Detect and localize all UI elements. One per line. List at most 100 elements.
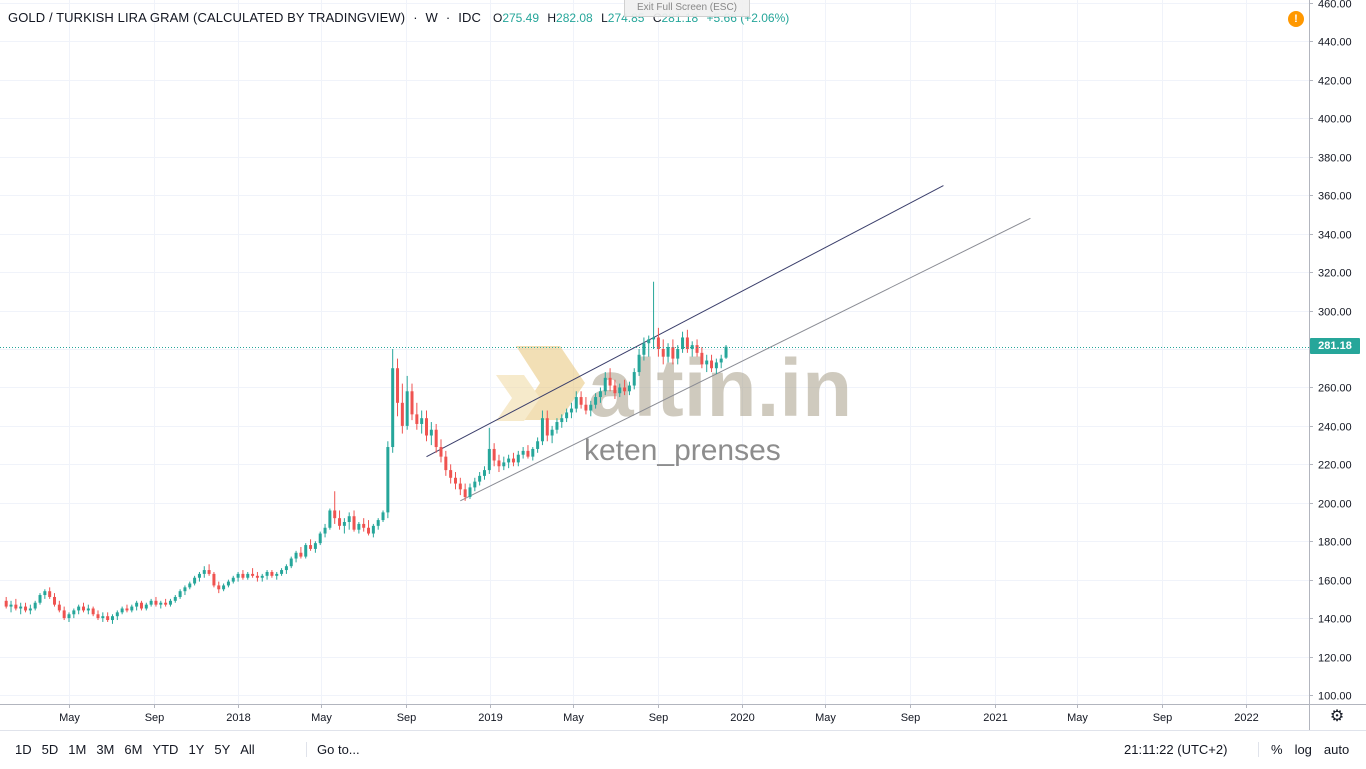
warning-icon[interactable]: ! — [1288, 11, 1304, 27]
range-all-button[interactable]: All — [240, 742, 255, 757]
x-tick-label: Sep — [397, 712, 417, 724]
trendlines[interactable] — [426, 185, 1031, 502]
candle-up — [289, 558, 293, 567]
open-value: 275.49 — [502, 11, 540, 25]
candle-up — [589, 404, 593, 411]
candle-up — [371, 525, 375, 534]
candle-down — [251, 573, 255, 576]
range-ytd-button[interactable]: YTD — [152, 742, 179, 757]
range-5d-button[interactable]: 5D — [41, 742, 59, 757]
candle-up — [690, 345, 694, 349]
candle-down — [309, 545, 313, 549]
candle-up — [478, 475, 482, 482]
price-chart[interactable]: altin.in 100.00 120.00 140.00 160.00 180.00 2… — [0, 0, 1366, 730]
candle-down — [695, 345, 699, 353]
candle-down — [608, 377, 612, 386]
range-1y-button[interactable]: 1Y — [188, 742, 205, 757]
candle-up — [705, 360, 709, 365]
range-3m-button[interactable]: 3M — [96, 742, 115, 757]
candle-up — [516, 454, 520, 463]
candle-down — [710, 360, 714, 369]
candle-down — [362, 523, 366, 528]
candle-up — [265, 571, 269, 576]
watermark-username: keten_prenses — [584, 434, 781, 467]
candle-up — [560, 418, 564, 423]
gear-icon[interactable]: ⚙ — [1329, 708, 1345, 725]
candle-up — [159, 602, 163, 605]
range-6m-button[interactable]: 6M — [124, 742, 143, 757]
candle-down — [91, 608, 95, 615]
candle-up — [236, 573, 240, 578]
candle-down — [81, 606, 85, 611]
candle-down — [545, 418, 549, 436]
y-tick-label: 360.00 — [1318, 191, 1352, 203]
candle-down — [24, 606, 28, 611]
candle-down — [106, 616, 110, 621]
candle-down — [439, 447, 443, 457]
x-tick-label: 2021 — [983, 712, 1007, 724]
candle-up — [386, 447, 390, 513]
candle-up — [38, 595, 42, 603]
x-tick-label: 2019 — [478, 712, 502, 724]
candle-up — [555, 422, 559, 430]
candle-up — [33, 602, 37, 609]
candle-up — [193, 577, 197, 584]
range-1d-button[interactable]: 1D — [15, 742, 32, 757]
candle-up — [719, 358, 723, 363]
candle-up — [115, 612, 119, 617]
candle-down — [685, 337, 689, 349]
goto-button[interactable]: Go to... — [306, 742, 360, 757]
candle-up — [260, 575, 264, 578]
candle-down — [62, 610, 66, 619]
y-tick-label: 240.00 — [1318, 422, 1352, 434]
candle-up — [149, 600, 153, 605]
candle-down — [444, 456, 448, 471]
candle-up — [536, 441, 540, 449]
x-tick-label: May — [311, 712, 332, 724]
candle-down — [333, 510, 337, 519]
log-scale-button[interactable]: log — [1294, 742, 1312, 757]
last-price-badge: 281.18 — [1310, 338, 1360, 354]
y-tick-label: 200.00 — [1318, 499, 1352, 511]
candle-up — [226, 581, 230, 586]
clock-timezone[interactable]: 21:11:22 (UTC+2) — [1124, 742, 1228, 757]
candle-up — [357, 523, 361, 530]
exit-fullscreen-tooltip[interactable]: Exit Full Screen (ESC) — [624, 0, 750, 17]
percent-scale-button[interactable]: % — [1271, 742, 1283, 757]
candle-up — [101, 616, 105, 619]
high-key: H — [547, 11, 557, 25]
candle-up — [168, 600, 172, 605]
candle-up — [642, 343, 646, 355]
y-tick-label: 140.00 — [1318, 614, 1352, 626]
candle-up — [67, 614, 71, 619]
candle-down — [656, 337, 660, 349]
candle-down — [139, 602, 143, 609]
y-tick-label: 160.00 — [1318, 576, 1352, 588]
candle-down — [338, 518, 342, 526]
y-tick-label: 320.00 — [1318, 268, 1352, 280]
time-axis[interactable]: May Sep 2018 May Sep 2019 May Sep 2020 May Sep 2021… — [0, 704, 1366, 724]
auto-scale-button[interactable]: auto — [1323, 742, 1350, 757]
candlesticks — [4, 281, 728, 624]
source-label: IDC — [458, 10, 481, 25]
range-5y-button[interactable]: 5Y — [214, 742, 231, 757]
candle-down — [700, 352, 704, 365]
candle-up — [202, 570, 206, 574]
range-buttons: 1D 5D 1M 3M 6M YTD 1Y 5Y All — [10, 742, 260, 757]
x-tick-label: 2020 — [730, 712, 754, 724]
range-1m-button[interactable]: 1M — [68, 742, 87, 757]
symbol-name[interactable]: GOLD / TURKISH LIRA GRAM (CALCULATED BY … — [8, 10, 406, 25]
candle-down — [410, 391, 414, 415]
y-tick-label: 300.00 — [1318, 307, 1352, 319]
candle-down — [449, 470, 453, 478]
candle-up — [28, 608, 32, 611]
candle-up — [173, 596, 177, 601]
candle-down — [241, 573, 245, 578]
price-axis[interactable]: 100.00 120.00 140.00 160.00 180.00 200.00 220.… — [1309, 0, 1352, 730]
candle-down — [164, 602, 168, 605]
interval-label[interactable]: W — [425, 10, 438, 25]
x-tick-label: May — [59, 712, 80, 724]
candle-down — [217, 585, 221, 590]
altin-logo-watermark: altin.in — [496, 343, 852, 434]
candle-up — [246, 573, 250, 578]
